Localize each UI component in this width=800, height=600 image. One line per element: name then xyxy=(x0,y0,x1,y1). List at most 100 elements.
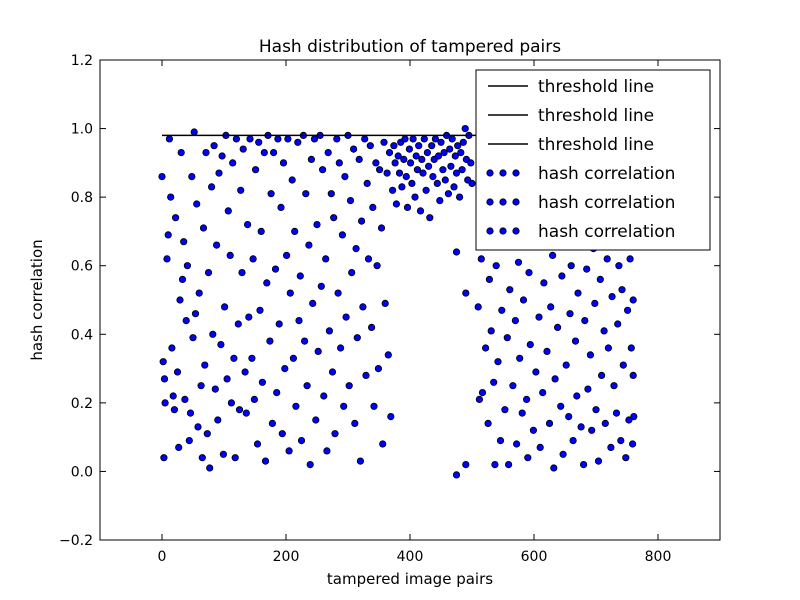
data-point xyxy=(391,159,399,167)
data-point xyxy=(525,268,533,277)
data-point xyxy=(349,145,358,153)
data-point xyxy=(271,265,280,273)
data-point xyxy=(232,135,240,143)
data-point xyxy=(297,436,306,445)
data-point xyxy=(596,275,604,283)
data-point xyxy=(481,344,490,352)
data-point xyxy=(394,152,402,160)
data-point xyxy=(281,364,289,373)
data-point xyxy=(377,224,386,232)
legend-label: hash correlation xyxy=(538,193,675,213)
legend-point-swatch xyxy=(499,169,507,177)
data-point xyxy=(362,371,370,379)
data-point xyxy=(448,135,456,143)
data-point xyxy=(496,436,505,445)
data-point xyxy=(458,166,466,174)
data-point xyxy=(250,395,258,403)
data-point xyxy=(422,186,430,194)
data-point xyxy=(428,142,436,150)
data-point xyxy=(380,138,388,146)
data-point xyxy=(190,128,198,136)
x-tick-label: 800 xyxy=(645,549,672,565)
data-point xyxy=(553,323,562,331)
data-point xyxy=(567,262,575,270)
data-point xyxy=(277,203,285,211)
data-point xyxy=(322,255,330,263)
data-point xyxy=(327,190,335,198)
data-point xyxy=(178,275,187,283)
y-axis-label: hash correlation xyxy=(28,239,46,360)
legend-point-swatch xyxy=(486,198,494,206)
data-point xyxy=(275,320,283,328)
data-point xyxy=(565,412,573,421)
data-point xyxy=(325,327,333,335)
data-point xyxy=(452,471,461,479)
y-tick-label: 0.2 xyxy=(71,396,93,412)
data-point xyxy=(390,142,398,150)
data-point xyxy=(159,358,167,366)
data-point xyxy=(289,354,297,362)
data-point xyxy=(345,382,353,390)
data-point xyxy=(352,245,360,253)
data-point xyxy=(409,135,417,143)
data-point xyxy=(197,382,205,390)
data-point xyxy=(514,258,523,266)
data-point xyxy=(175,443,183,451)
data-point xyxy=(206,464,214,472)
data-point xyxy=(263,279,271,287)
y-tick-label: −0.2 xyxy=(59,533,93,549)
data-point xyxy=(450,183,458,191)
data-point xyxy=(402,173,410,181)
data-point xyxy=(291,227,299,235)
data-point xyxy=(395,169,404,177)
data-point xyxy=(331,430,339,438)
data-point xyxy=(314,347,322,355)
data-point xyxy=(437,138,445,146)
data-point xyxy=(487,327,495,335)
data-point xyxy=(454,142,462,150)
data-point xyxy=(369,203,377,211)
data-point xyxy=(160,375,169,383)
data-point xyxy=(199,224,208,232)
data-point xyxy=(388,186,397,194)
data-point xyxy=(312,416,320,424)
data-point xyxy=(169,392,177,400)
legend-label: hash correlation xyxy=(538,164,675,184)
y-tick-label: 0.0 xyxy=(71,464,93,480)
data-point xyxy=(571,337,580,345)
data-point xyxy=(210,142,218,150)
data-point xyxy=(415,142,423,150)
data-point xyxy=(292,402,300,410)
data-point xyxy=(629,371,637,379)
data-point xyxy=(419,169,427,177)
data-point xyxy=(400,155,408,163)
data-point xyxy=(385,149,394,157)
legend-point-swatch xyxy=(499,227,507,235)
data-point xyxy=(194,423,202,431)
data-point xyxy=(468,179,476,187)
data-point xyxy=(447,162,455,170)
data-point xyxy=(351,419,359,427)
data-points xyxy=(158,125,638,479)
data-point xyxy=(209,330,217,338)
data-point xyxy=(238,268,246,277)
data-point xyxy=(267,190,275,198)
data-point xyxy=(170,406,178,414)
data-point xyxy=(622,454,630,462)
data-point xyxy=(324,149,332,157)
y-tick-label: 0.4 xyxy=(71,327,93,343)
data-point xyxy=(195,289,203,297)
data-point xyxy=(328,368,337,376)
data-point xyxy=(295,316,303,325)
data-point xyxy=(278,430,286,438)
data-point xyxy=(413,166,421,174)
data-point xyxy=(182,316,190,325)
data-point xyxy=(235,406,244,414)
data-point xyxy=(305,241,313,249)
chart-title: Hash distribution of tampered pairs xyxy=(259,37,561,57)
data-point xyxy=(509,382,517,390)
data-point xyxy=(518,409,526,417)
data-point xyxy=(426,214,434,222)
data-point xyxy=(361,135,369,143)
